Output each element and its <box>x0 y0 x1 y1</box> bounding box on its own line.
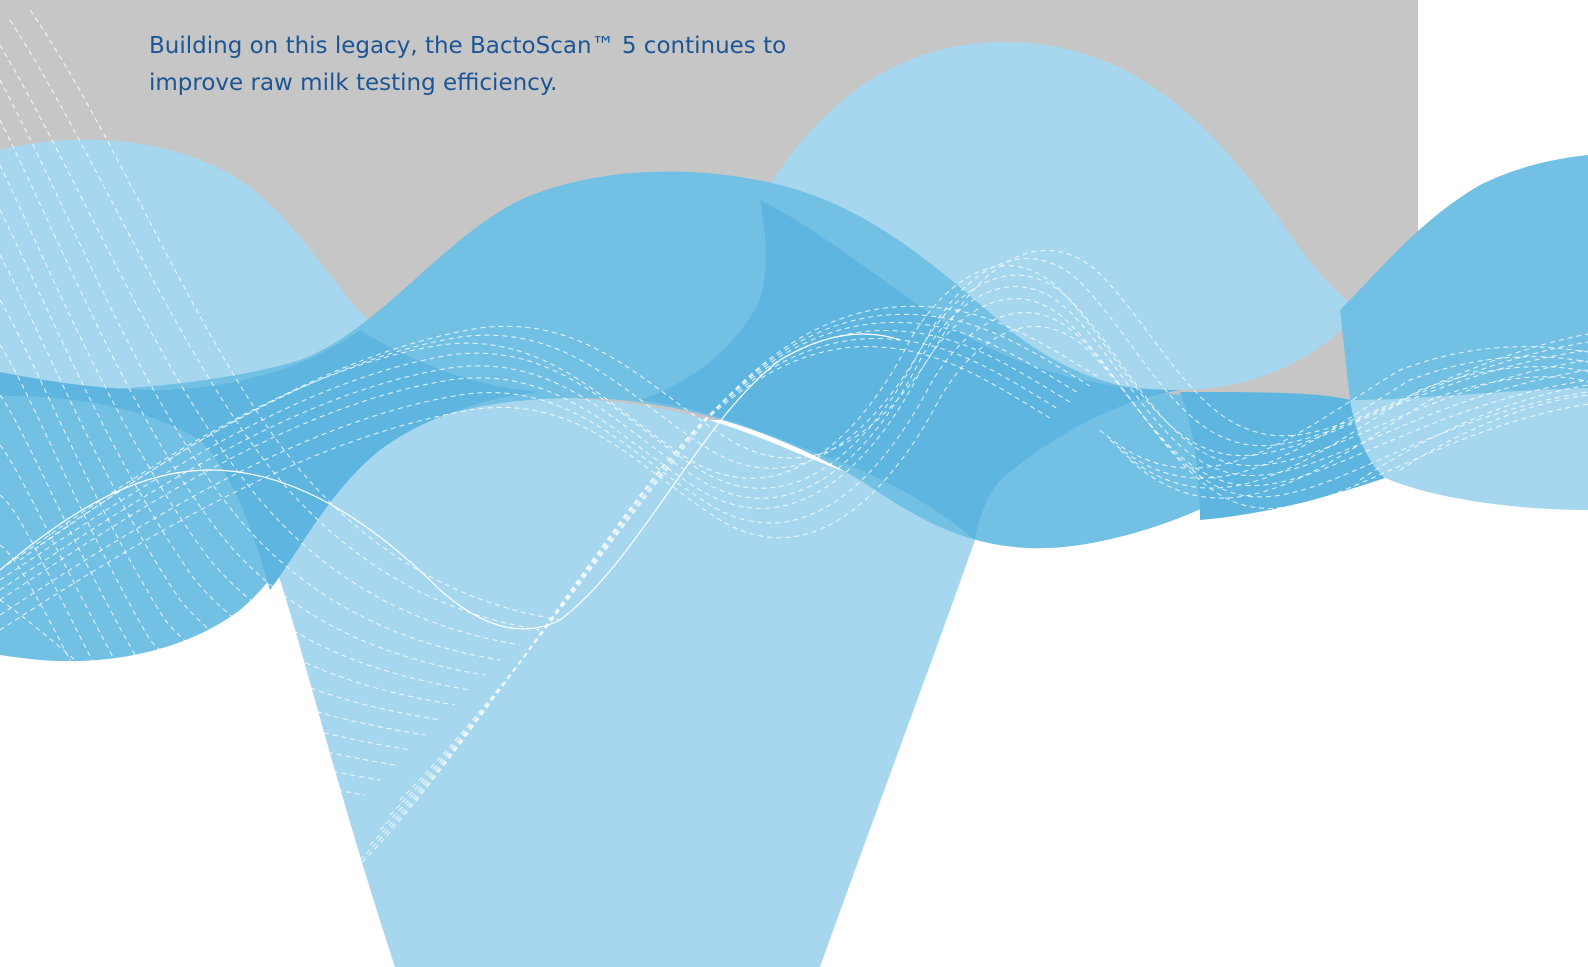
wave-medium-right <box>1340 155 1588 428</box>
wave-light-left <box>0 139 380 391</box>
solid-accent-line <box>0 333 901 630</box>
dashed-lines-wave <box>0 249 1588 631</box>
wave-light-funnel <box>230 397 975 967</box>
wave-medium-band <box>0 171 1350 662</box>
wave-light-hill <box>760 41 1360 390</box>
wave-dark-overlap-right <box>640 200 1180 540</box>
dashed-lines-right <box>1099 346 1588 499</box>
wave-dark-right-overlap <box>1180 392 1385 520</box>
intro-line-1: Building on this legacy, the BactoScan™ … <box>149 33 787 59</box>
intro-line-2: improve raw milk testing efficiency. <box>149 70 558 96</box>
dashed-lines-steep <box>349 305 1101 876</box>
wave-dark-overlap-left <box>0 330 540 590</box>
intro-paragraph: Building on this legacy, the BactoScan™ … <box>149 28 909 102</box>
wave-light-right-tail <box>1350 388 1588 510</box>
dashed-lines-diagonal <box>0 9 561 796</box>
